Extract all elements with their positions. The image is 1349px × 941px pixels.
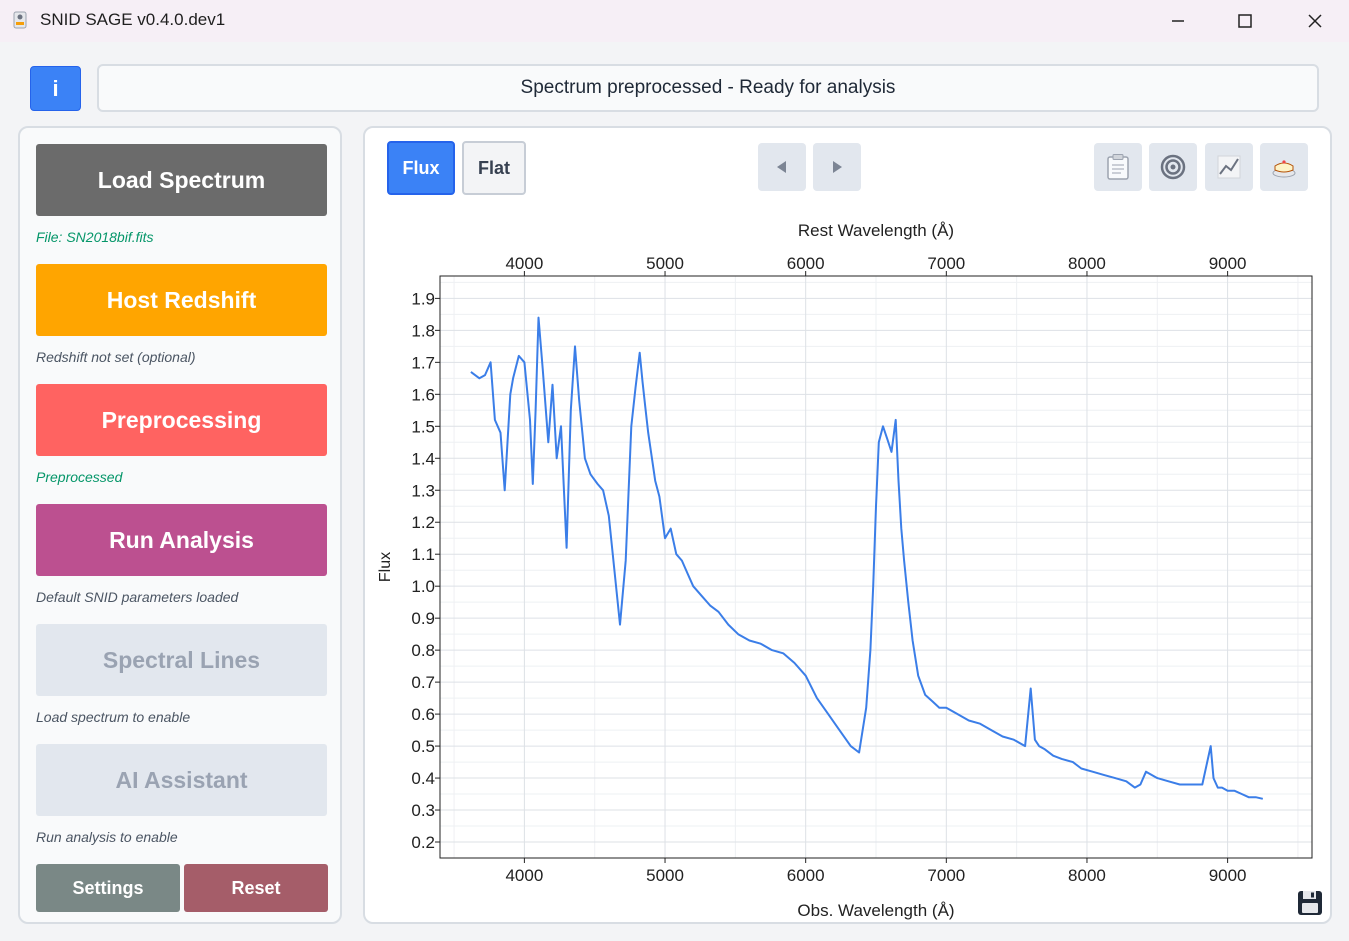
settings-button[interactable]: Settings xyxy=(36,864,180,912)
ai-status-note: Run analysis to enable xyxy=(36,829,178,845)
x-tick-label: 5000 xyxy=(646,866,684,885)
subtype-proportions-button[interactable] xyxy=(1260,143,1308,191)
y-tick-label: 1.1 xyxy=(411,545,435,564)
x2-tick-label: 6000 xyxy=(787,254,825,273)
plot-frame xyxy=(439,275,1313,859)
flat-view-toggle[interactable]: Flat xyxy=(462,141,526,195)
info-icon: i xyxy=(52,75,59,101)
x2-tick-label: 8000 xyxy=(1068,254,1106,273)
y-tick-label: 0.3 xyxy=(411,801,435,820)
x-tick-label: 7000 xyxy=(927,866,965,885)
y-tick-label: 1.4 xyxy=(411,449,435,468)
y-tick-label: 1.5 xyxy=(411,417,435,436)
clipboard-icon xyxy=(1107,154,1129,180)
x2-tick-label: 7000 xyxy=(927,254,965,273)
y-tick-label: 0.6 xyxy=(411,705,435,724)
reset-button[interactable]: Reset xyxy=(184,864,328,912)
status-bar: Spectrum preprocessed - Ready for analys… xyxy=(97,64,1319,112)
load-status-note: File: SN2018bif.fits xyxy=(36,229,154,245)
preprocessing-button[interactable]: Preprocessing xyxy=(36,384,327,456)
maximize-icon xyxy=(1238,14,1252,28)
y-tick-label: 1.0 xyxy=(411,577,435,596)
y-tick-label: 1.8 xyxy=(411,321,435,340)
maximize-button[interactable] xyxy=(1222,0,1268,42)
triangle-left-icon xyxy=(777,161,786,173)
x-tick-label: 6000 xyxy=(787,866,825,885)
y-tick-label: 1.7 xyxy=(411,353,435,372)
y-tick-label: 1.3 xyxy=(411,481,435,500)
y-tick-label: 1.6 xyxy=(411,385,435,404)
redshift-age-plot-button[interactable] xyxy=(1205,143,1253,191)
cake-icon xyxy=(1272,160,1296,178)
save-plot-button[interactable] xyxy=(1297,890,1323,916)
spectral-lines-status-note: Load spectrum to enable xyxy=(36,709,191,725)
ai-assistant-button[interactable]: AI Assistant xyxy=(36,744,327,816)
line-chart-icon xyxy=(1217,155,1241,179)
app-logo-icon xyxy=(13,11,27,29)
spectrum-line xyxy=(470,316,1264,800)
x2-tick-label: 4000 xyxy=(505,254,543,273)
x-tick-label: 9000 xyxy=(1209,866,1247,885)
workflow-panel: Load Spectrum File: SN2018bif.fits Host … xyxy=(18,126,342,924)
y-tick-label: 0.7 xyxy=(411,673,435,692)
x2-tick-label: 5000 xyxy=(646,254,684,273)
y-tick-label: 0.2 xyxy=(411,833,435,852)
x2-axis-label: Rest Wavelength (Å) xyxy=(798,221,954,240)
minimize-icon xyxy=(1172,20,1184,22)
redshift-status-note: Redshift not set (optional) xyxy=(36,349,196,365)
spectral-lines-button[interactable]: Spectral Lines xyxy=(36,624,327,696)
run-analysis-button[interactable]: Run Analysis xyxy=(36,504,327,576)
title-bar: SNID SAGE v0.4.0.dev1 xyxy=(0,0,1349,42)
y-tick-label: 0.4 xyxy=(411,769,435,788)
load-spectrum-button[interactable]: Load Spectrum xyxy=(36,144,327,216)
plot-panel: 4000 5000 6000 7000 8000 9000 4000 5000 6000 7000… xyxy=(363,126,1332,924)
host-redshift-button[interactable]: Host Redshift xyxy=(36,264,327,336)
x-tick-label: 8000 xyxy=(1068,866,1106,885)
status-text: Spectrum preprocessed - Ready for analys… xyxy=(520,77,896,98)
close-button[interactable] xyxy=(1292,0,1338,42)
spectrum-plot[interactable]: 4000 5000 6000 7000 8000 9000 4000 5000 6000 7000… xyxy=(365,128,1330,922)
flux-view-toggle[interactable]: Flux xyxy=(387,141,455,195)
target-icon xyxy=(1160,154,1186,180)
summary-report-button[interactable] xyxy=(1094,143,1142,191)
y-axis-label: Flux xyxy=(377,552,394,582)
x-axis-label: Obs. Wavelength (Å) xyxy=(797,901,954,920)
y-tick-label: 1.9 xyxy=(411,289,435,308)
x2-tick-label: 9000 xyxy=(1209,254,1247,273)
y-tick-label: 0.5 xyxy=(411,737,435,756)
y-tick-label: 1.2 xyxy=(411,513,435,532)
gmm-clustering-button[interactable] xyxy=(1149,143,1197,191)
window-title: SNID SAGE v0.4.0.dev1 xyxy=(40,10,226,29)
analysis-status-note: Default SNID parameters loaded xyxy=(36,589,239,605)
minimize-button[interactable] xyxy=(1155,0,1201,42)
previous-template-button[interactable] xyxy=(758,143,806,191)
preprocessing-status-note: Preprocessed xyxy=(36,469,123,485)
y-tick-label: 0.9 xyxy=(411,609,435,628)
info-button[interactable]: i xyxy=(30,66,81,111)
y-tick-label: 0.8 xyxy=(411,641,435,660)
close-icon xyxy=(1308,14,1322,28)
triangle-right-icon xyxy=(833,161,842,173)
x-tick-label: 4000 xyxy=(505,866,543,885)
next-template-button[interactable] xyxy=(813,143,861,191)
